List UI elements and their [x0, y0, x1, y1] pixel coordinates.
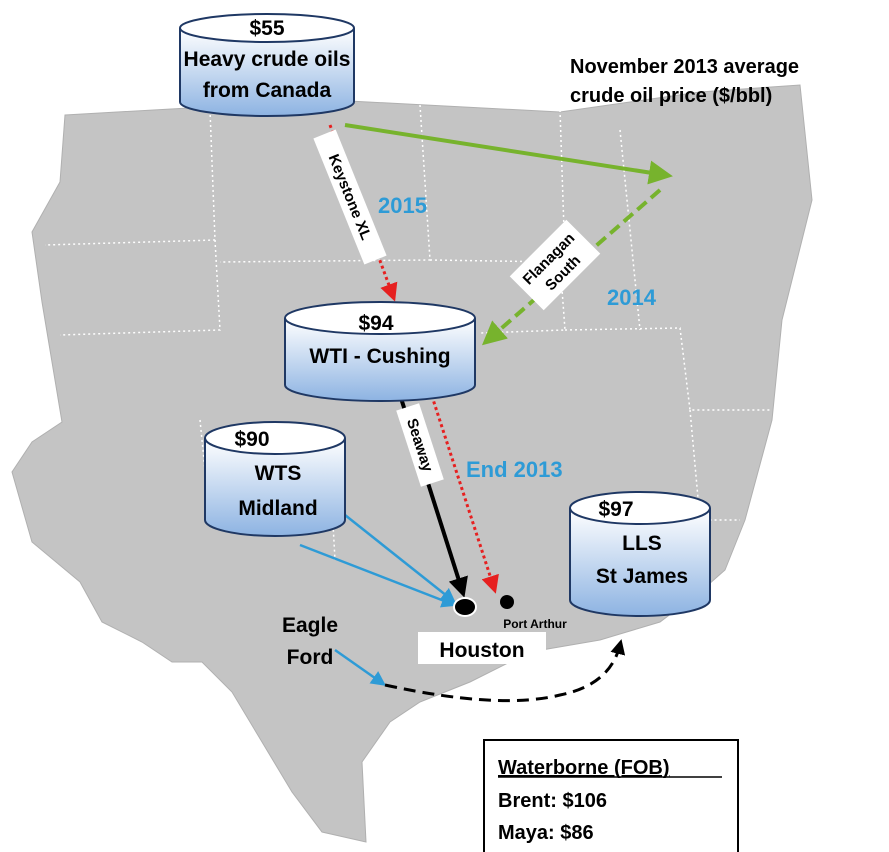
arrow: [344, 123, 673, 185]
tank: $90 WTS Midland: [204, 421, 346, 537]
label: St James: [596, 565, 688, 588]
label: $97: [598, 498, 633, 521]
year-label: 2014: [607, 285, 657, 310]
label: Maya: $86: [498, 822, 594, 844]
label: Midland: [238, 497, 317, 520]
tank: $97 LLS St James: [569, 491, 711, 617]
arrow: [428, 389, 499, 594]
label-bg: [418, 632, 546, 664]
tank: $55 Heavy crude oils from Canada: [179, 13, 355, 117]
label: $90: [234, 428, 269, 451]
label: $94: [358, 312, 393, 335]
title: November 2013 average: [570, 56, 799, 78]
place-label: Ford: [287, 646, 334, 669]
city-dot: [453, 597, 477, 617]
label: Heavy crude oils: [184, 48, 351, 71]
year-label: 2015: [378, 193, 427, 218]
place-label: Houston: [439, 639, 524, 662]
arrow: [334, 648, 387, 686]
tank: $94 WTI - Cushing: [284, 301, 476, 402]
map: [11, 84, 813, 843]
label: LLS: [622, 532, 662, 555]
label: Brent: $106: [498, 790, 607, 812]
year-label: End 2013: [466, 457, 563, 482]
place-label: Port Arthur: [503, 617, 567, 631]
title: crude oil price ($/bbl): [570, 85, 772, 107]
label: from Canada: [203, 79, 332, 102]
arrow: [384, 639, 626, 703]
price-box: Waterborne (FOB) Brent: $106 Maya: $86: [483, 739, 739, 852]
city-dot: [500, 595, 514, 609]
label: $55: [249, 17, 284, 40]
label: WTI - Cushing: [309, 345, 450, 368]
label: WTS: [255, 462, 302, 485]
label: Waterborne (FOB): [498, 757, 669, 779]
place-label: Eagle: [282, 614, 338, 637]
arrow: [299, 543, 457, 608]
arrow: [344, 514, 456, 604]
